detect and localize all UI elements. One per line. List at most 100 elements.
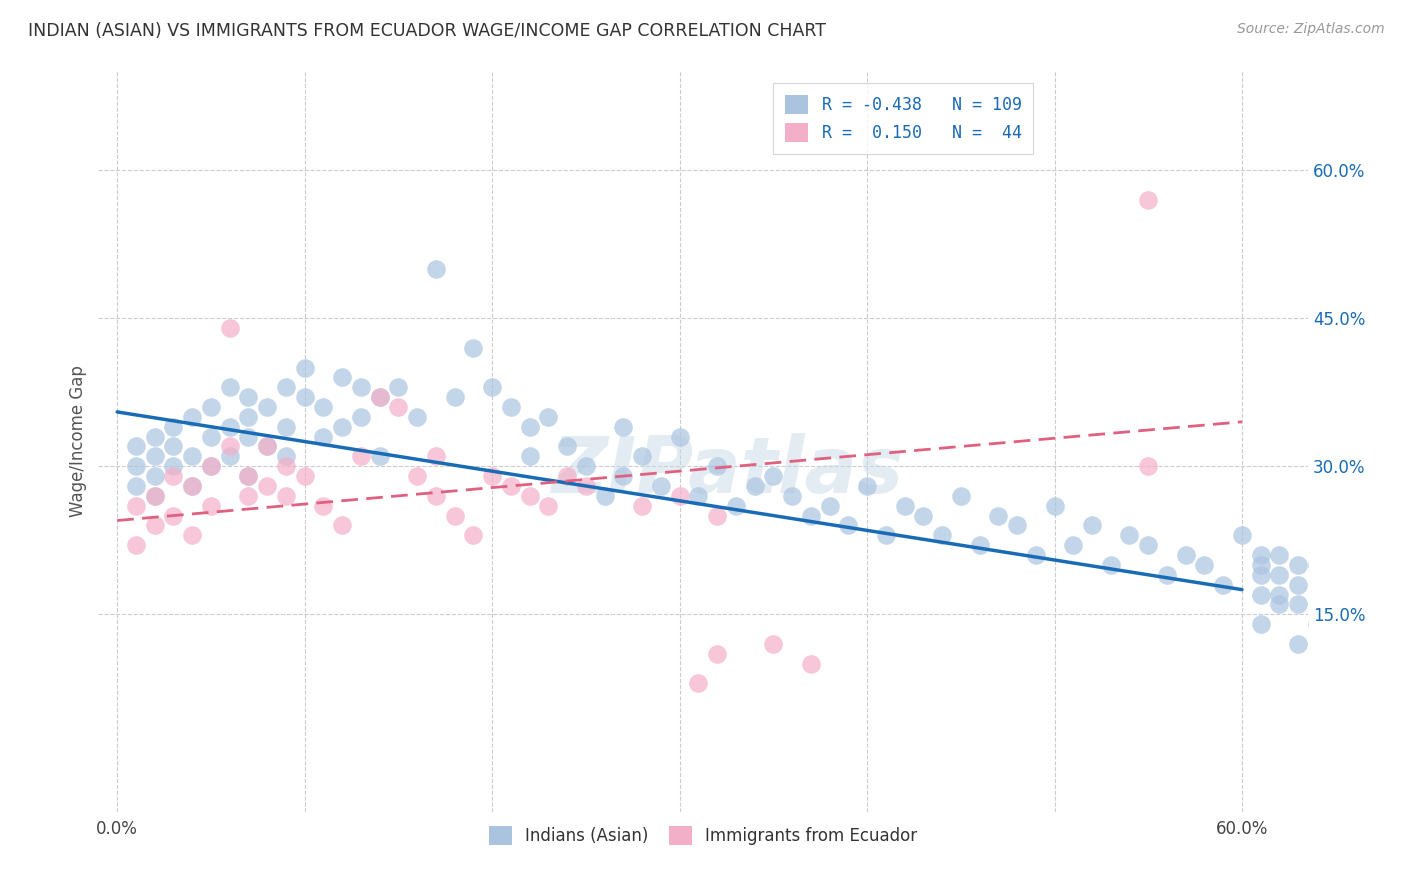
Point [575, 459, 598, 474]
Point [200, 400, 222, 414]
Text: Source: ZipAtlas.com: Source: ZipAtlas.com [1237, 22, 1385, 37]
Point [1081, 518, 1104, 533]
Point [463, 341, 485, 355]
Point [256, 440, 278, 454]
Point [200, 459, 222, 474]
Point [668, 489, 690, 503]
Point [256, 479, 278, 493]
Point [294, 360, 316, 375]
Point [143, 450, 166, 464]
Text: INDIAN (ASIAN) VS IMMIGRANTS FROM ECUADOR WAGE/INCOME GAP CORRELATION CHART: INDIAN (ASIAN) VS IMMIGRANTS FROM ECUADO… [28, 22, 827, 40]
Point [406, 469, 429, 483]
Point [238, 409, 260, 424]
Point [499, 400, 522, 414]
Point [762, 469, 785, 483]
Point [893, 499, 915, 513]
Point [143, 489, 166, 503]
Point [481, 380, 503, 394]
Point [1306, 558, 1329, 572]
Point [1268, 567, 1291, 582]
Point [1250, 558, 1272, 572]
Point [1268, 588, 1291, 602]
Point [931, 528, 953, 542]
Point [406, 409, 429, 424]
Point [274, 450, 297, 464]
Point [238, 469, 260, 483]
Point [987, 508, 1010, 523]
Point [238, 429, 260, 443]
Point [593, 489, 616, 503]
Point [1306, 617, 1329, 632]
Point [1194, 558, 1216, 572]
Point [1250, 617, 1272, 632]
Point [238, 390, 260, 404]
Point [1212, 577, 1234, 591]
Point [519, 419, 541, 434]
Point [1137, 459, 1160, 474]
Point [706, 459, 728, 474]
Point [1174, 548, 1197, 562]
Point [425, 489, 447, 503]
Point [1324, 538, 1347, 552]
Text: ZIPatlas: ZIPatlas [551, 434, 903, 509]
Point [181, 479, 204, 493]
Point [1286, 598, 1309, 612]
Point [238, 489, 260, 503]
Point [125, 538, 148, 552]
Point [218, 450, 240, 464]
Point [800, 657, 823, 671]
Point [443, 390, 465, 404]
Point [425, 261, 447, 276]
Point [1005, 518, 1028, 533]
Point [1324, 637, 1347, 651]
Point [1268, 598, 1291, 612]
Point [668, 429, 690, 443]
Point [256, 400, 278, 414]
Point [1062, 538, 1084, 552]
Point [200, 499, 222, 513]
Point [181, 450, 204, 464]
Point [1286, 577, 1309, 591]
Point [856, 479, 879, 493]
Point [818, 499, 841, 513]
Point [481, 469, 503, 483]
Point [1118, 528, 1140, 542]
Point [1286, 637, 1309, 651]
Point [706, 508, 728, 523]
Point [312, 429, 335, 443]
Point [706, 647, 728, 661]
Point [1268, 548, 1291, 562]
Point [555, 469, 578, 483]
Point [463, 528, 485, 542]
Point [350, 409, 373, 424]
Point [1025, 548, 1047, 562]
Point [688, 489, 710, 503]
Point [575, 479, 598, 493]
Point [949, 489, 972, 503]
Point [330, 518, 353, 533]
Point [143, 469, 166, 483]
Point [519, 450, 541, 464]
Point [912, 508, 935, 523]
Point [1043, 499, 1066, 513]
Point [256, 440, 278, 454]
Point [181, 479, 204, 493]
Point [688, 676, 710, 690]
Point [631, 499, 654, 513]
Point [1230, 528, 1253, 542]
Point [218, 380, 240, 394]
Point [1250, 588, 1272, 602]
Point [274, 459, 297, 474]
Point [1250, 548, 1272, 562]
Point [200, 429, 222, 443]
Point [294, 390, 316, 404]
Point [312, 400, 335, 414]
Point [330, 419, 353, 434]
Point [612, 469, 634, 483]
Point [274, 489, 297, 503]
Point [1324, 676, 1347, 690]
Point [125, 479, 148, 493]
Point [350, 380, 373, 394]
Point [612, 419, 634, 434]
Point [143, 489, 166, 503]
